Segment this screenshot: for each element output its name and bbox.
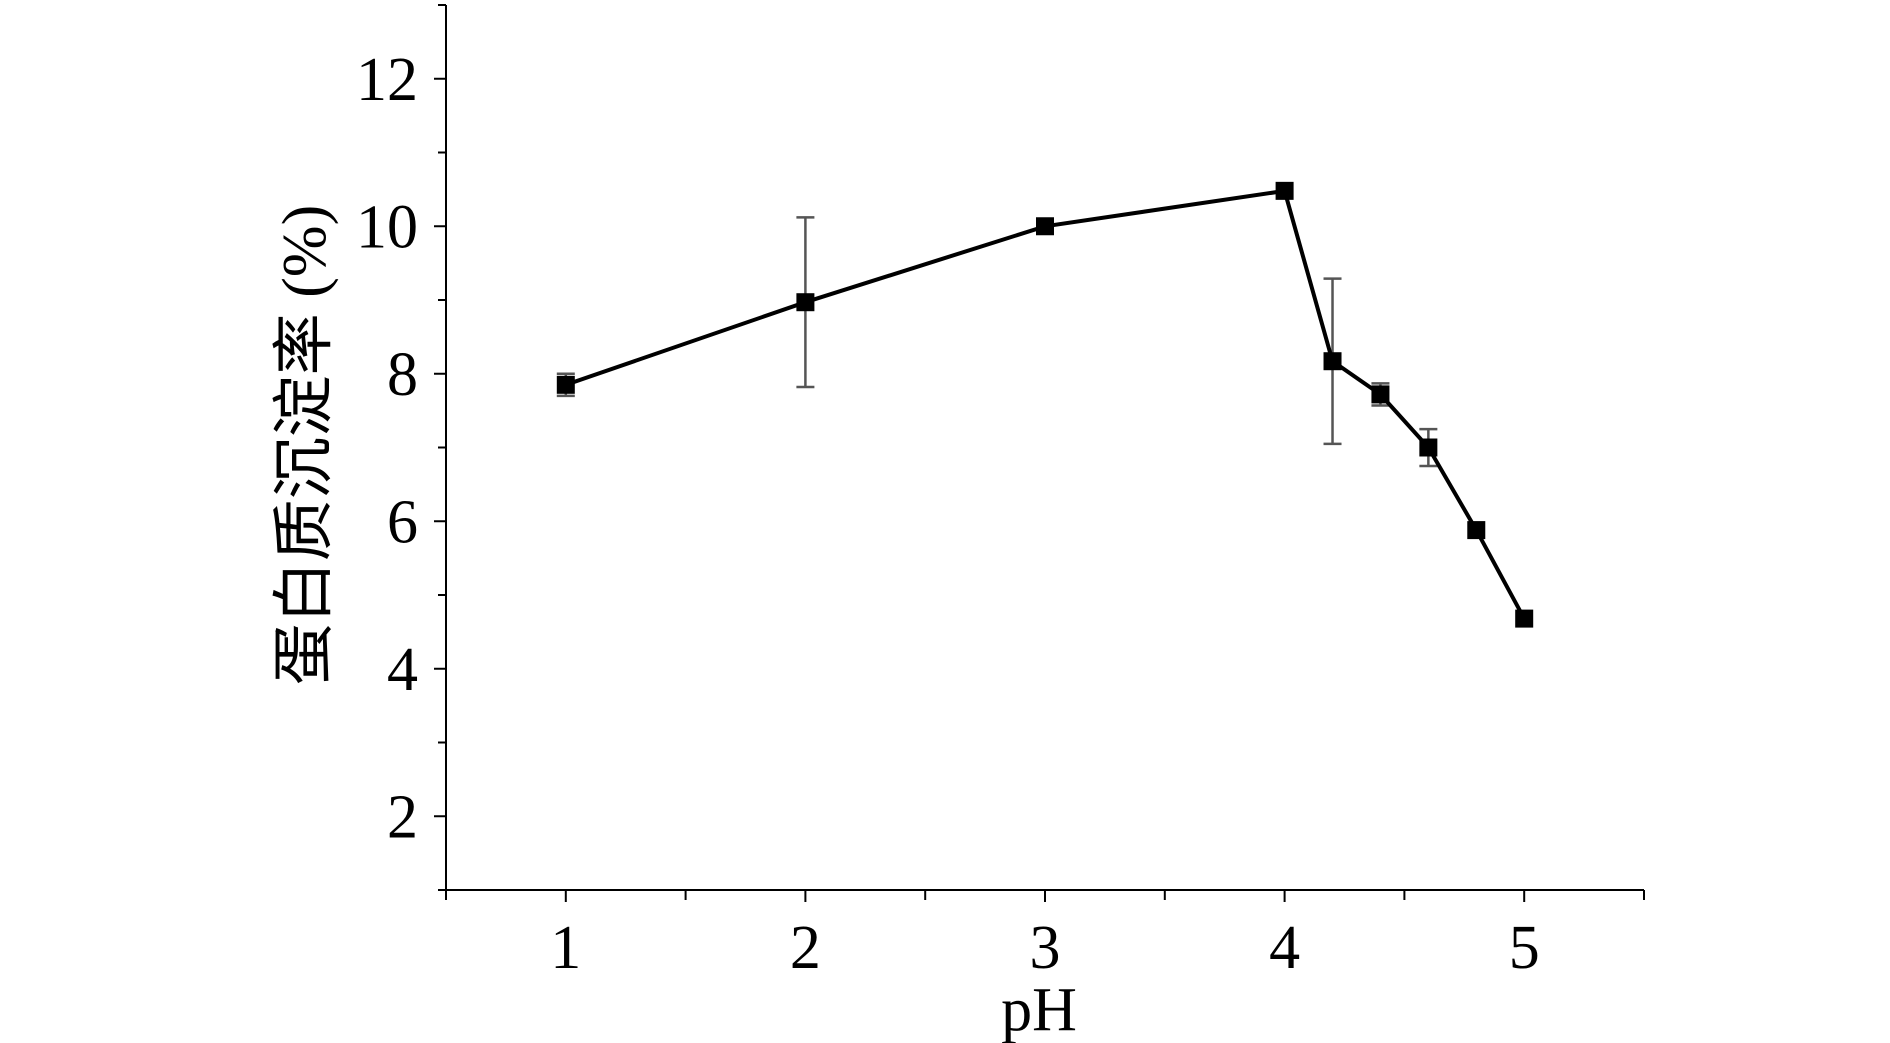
data-point xyxy=(1323,352,1342,371)
y-tick-label: 12 xyxy=(356,46,418,114)
y-tick-label: 8 xyxy=(387,341,418,409)
x-tick-label: 2 xyxy=(790,914,821,982)
x-tick-label: 4 xyxy=(1269,914,1300,982)
x-tick-label: 3 xyxy=(1030,914,1061,982)
data-point xyxy=(1371,385,1390,404)
data-point xyxy=(1467,521,1486,540)
data-point xyxy=(796,293,815,312)
data-point xyxy=(1419,438,1438,457)
y-tick-label: 2 xyxy=(387,783,418,851)
data-point xyxy=(1036,217,1054,236)
y-axis-title: 蛋白质沉淀率 (%) xyxy=(271,205,339,685)
y-tick-label: 10 xyxy=(356,193,418,261)
plot-area xyxy=(556,181,1534,628)
x-axis-title: pH xyxy=(1001,976,1077,1043)
data-point xyxy=(556,375,575,394)
axis-ticks xyxy=(434,4,1645,902)
y-tick-label: 4 xyxy=(387,636,418,704)
data-point xyxy=(1515,609,1534,628)
y-tick-label: 6 xyxy=(387,488,418,556)
x-tick-label: 1 xyxy=(550,914,581,982)
data-point xyxy=(1275,181,1294,200)
x-tick-label: 5 xyxy=(1509,914,1540,982)
